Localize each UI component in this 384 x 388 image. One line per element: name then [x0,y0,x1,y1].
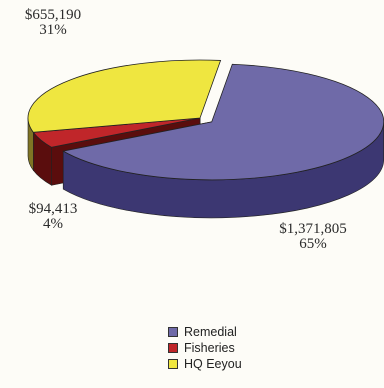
data-label-hq-eeyou-percent: 31% [39,22,67,38]
legend-swatch-fisheries [168,343,178,353]
legend-label-fisheries: Fisheries [184,341,235,355]
legend-label-remedial: Remedial [184,325,237,339]
data-label-remedial-percent: 65% [299,236,327,252]
legend-item-fisheries: Fisheries [168,340,242,356]
legend-item-remedial: Remedial [168,324,242,340]
legend: Remedial Fisheries HQ Eeyou [168,324,242,372]
data-label-fisheries-percent: 4% [43,216,63,232]
legend-swatch-remedial [168,327,178,337]
slice-remedial [62,63,384,181]
data-label-remedial-value: $1,371,805 [279,221,347,237]
legend-swatch-hq-eeyou [168,359,178,369]
data-label-hq-eeyou: $655,190 31% [8,8,98,38]
pie-slices [27,59,384,219]
data-label-remedial: $1,371,805 65% [258,222,368,252]
data-label-fisheries-value: $94,413 [28,201,78,217]
data-label-hq-eeyou-value: $655,190 [24,7,82,23]
legend-item-hq-eeyou: HQ Eeyou [168,356,242,372]
slice-hq-eeyou [27,59,222,133]
legend-label-hq-eeyou: HQ Eeyou [184,357,242,371]
data-label-fisheries: $94,413 4% [10,202,96,232]
